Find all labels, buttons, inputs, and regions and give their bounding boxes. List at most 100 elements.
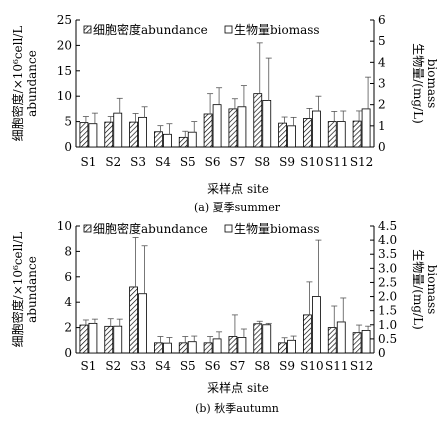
chart-a-xtick-S3: S3 [130, 155, 146, 169]
chart-b: 细胞密度abundance 生物量biomass 采样点 site (b) 秋季… [93, 221, 320, 415]
chart-b-bar-biomass-S1 [88, 322, 98, 354]
chart-b-bar-abundance-S8 [253, 323, 263, 354]
chart-a-bar-abundance-S3 [129, 121, 138, 148]
chart-a-xtick-S8: S8 [254, 155, 270, 169]
chart-a-xtick-S10: S10 [300, 155, 324, 169]
chart-b-xtick-S1: S1 [80, 359, 96, 373]
chart-a-xtick-S2: S2 [105, 155, 121, 169]
chart-a-bar-biomass-S1 [88, 123, 98, 148]
chart-a-bar-biomass-S3 [138, 116, 147, 148]
chart-b-ytick-label-1: 2 [64, 321, 72, 335]
chart-b-ytick-label-5: 10 [57, 219, 72, 233]
chart-b-legend-2-label: 生物量biomass [234, 222, 320, 236]
chart-b-y2tick-label-3: 1.5 [378, 304, 397, 318]
chart-b-bar-biomass-S2 [113, 325, 123, 354]
chart-a-xtick-S4: S4 [155, 155, 171, 169]
chart-b-xtick-S4: S4 [155, 359, 171, 373]
chart-a-bar-biomass-S2 [113, 112, 123, 148]
chart-a-ytick-label-4: 20 [57, 38, 72, 52]
chart-a-y2tick-label-0: 0 [378, 140, 386, 154]
chart-b-bar-biomass-S5 [187, 341, 197, 354]
chart-a-y2tick-label-3: 3 [378, 77, 386, 91]
chart-a-bar-abundance-S11 [327, 121, 337, 148]
chart-b-legend-2-swatch [224, 224, 233, 233]
chart-b-bar-biomass-S4 [163, 342, 172, 354]
chart-b-xtick-S9: S9 [279, 359, 295, 373]
chart-b-y2tick-label-4: 2.0 [378, 290, 397, 304]
chart-a-xtick-S6: S6 [205, 155, 221, 169]
chart-b-xtick-S7: S7 [229, 359, 245, 373]
chart-b-ytick-label-4: 8 [64, 244, 72, 258]
chart-a-bar-abundance-S10 [303, 118, 312, 148]
chart-a-legend-1-swatch [83, 25, 92, 34]
chart-b-plot: 024681000.51.01.52.02.53.03.54.04.5细胞密度/… [10, 219, 439, 373]
chart-a-xtick-S12: S12 [350, 155, 374, 169]
chart-a-legend-2-swatch [224, 25, 233, 34]
chart-b-bar-abundance-S1 [79, 324, 89, 354]
chart-a-y2tick-label-6: 6 [378, 13, 386, 27]
chart-b-bar-biomass-S12 [361, 330, 371, 354]
chart-b-bar-abundance-S4 [154, 342, 163, 354]
chart-b-xtick-S5: S5 [180, 359, 196, 373]
chart-a-y2tick-label-1: 1 [378, 119, 386, 133]
chart-a-bar-abundance-S6 [203, 113, 213, 148]
chart-a-ylabel-2: abundance [25, 50, 39, 117]
chart-a-y2tick-label-4: 4 [378, 55, 386, 69]
chart-a-bar-biomass-S12 [361, 108, 371, 148]
chart-a-ytick-label-0: 0 [64, 140, 72, 154]
chart-a-caption: (a) 夏季summer [194, 201, 281, 214]
chart-a-bar-biomass-S11 [336, 121, 346, 148]
chart-b-xtick-S10: S10 [300, 359, 324, 373]
chart-a-y2tick-label-5: 5 [378, 34, 386, 48]
chart-a-ytick-label-1: 5 [64, 115, 72, 129]
chart-a-y2label-2: biomass [425, 59, 439, 109]
chart-b-xtick-S3: S3 [130, 359, 146, 373]
chart-a: 细胞密度abundance 生物量biomass 采样点 site (a) 夏季… [93, 22, 320, 214]
chart-b-ytick-label-3: 6 [64, 270, 72, 284]
chart-b-bar-abundance-S5 [178, 342, 188, 354]
chart-b-xtick-S11: S11 [325, 359, 349, 373]
chart-b-xtick-S2: S2 [105, 359, 121, 373]
chart-a-bar-abundance-S1 [79, 122, 89, 148]
chart-b-y2tick-label-2: 1.0 [378, 318, 397, 332]
chart-a-ytick-label-2: 10 [57, 89, 72, 103]
chart-a-legend-2-label: 生物量biomass [234, 23, 320, 37]
chart-b-y2tick-label-6: 3.0 [378, 261, 397, 275]
chart-b-y2tick-label-1: 0.5 [378, 332, 397, 346]
chart-a-ytick-label-3: 15 [57, 64, 72, 78]
chart-b-ylabel-1: 细胞密度/×10⁶cell/L [10, 232, 25, 348]
chart-a-bar-abundance-S4 [154, 131, 163, 148]
chart-b-y2tick-label-0: 0 [378, 346, 386, 360]
chart-b-xtick-S8: S8 [254, 359, 270, 373]
chart-b-y2tick-label-8: 4.0 [378, 233, 397, 247]
chart-b-y2label-1: 生物量/(mg/L) [411, 249, 425, 329]
chart-a-xtick-S1: S1 [80, 155, 96, 169]
chart-b-bar-abundance-S7 [228, 336, 238, 354]
chart-a-xtick-S9: S9 [279, 155, 295, 169]
chart-b-ytick-label-2: 4 [64, 295, 72, 309]
chart-b-legend-1-swatch [83, 224, 92, 233]
chart-a-ytick-label-5: 25 [57, 13, 72, 27]
chart-b-bar-biomass-S8 [262, 324, 272, 354]
chart-b-xtick-S12: S12 [350, 359, 374, 373]
chart-b-ytick-label-0: 0 [64, 346, 72, 360]
chart-a-xlabel: 采样点 site [207, 181, 269, 196]
chart-a-bar-biomass-S8 [262, 100, 272, 148]
chart-b-y2tick-label-9: 4.5 [378, 219, 397, 233]
chart-a-xtick-S7: S7 [229, 155, 245, 169]
chart-b-caption: (b) 秋季autumn [195, 401, 279, 415]
chart-a-xtick-S11: S11 [325, 155, 349, 169]
chart-b-y2label-2: biomass [425, 265, 439, 315]
chart-a-bar-abundance-S12 [352, 120, 362, 148]
chart-b-bar-biomass-S11 [336, 321, 346, 354]
chart-b-y2tick-label-5: 2.5 [378, 275, 397, 289]
chart-a-y2tick-label-2: 2 [378, 98, 386, 112]
chart-b-xtick-S6: S6 [205, 359, 221, 373]
chart-b-bar-abundance-S3 [129, 286, 138, 354]
chart-a-bar-biomass-S6 [212, 104, 222, 148]
chart-b-bar-abundance-S12 [352, 332, 362, 354]
chart-b-bar-abundance-S2 [104, 325, 114, 354]
chart-a-bar-biomass-S5 [187, 131, 197, 148]
chart-a-xtick-S5: S5 [180, 155, 196, 169]
